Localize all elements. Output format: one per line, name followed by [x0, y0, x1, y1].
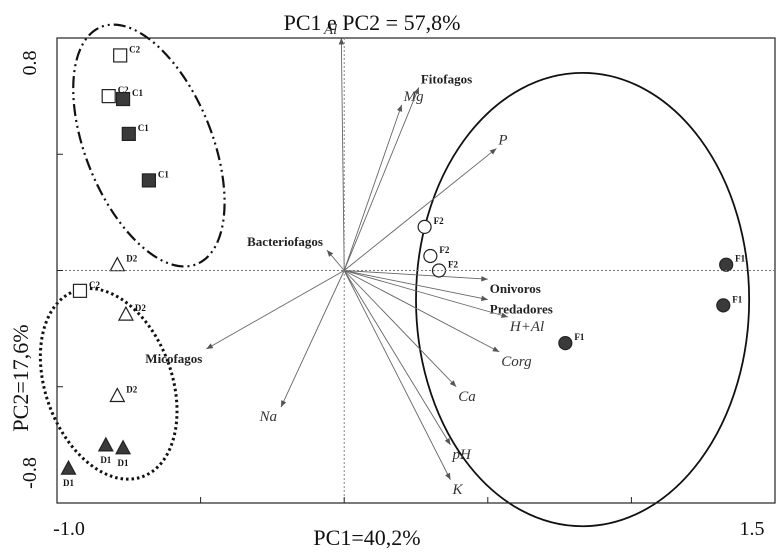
vector-label-mg: Mg [403, 89, 424, 105]
vector-label-bacteriofagos: Bacteriofagos [247, 234, 323, 249]
vector-arrow [344, 270, 488, 280]
vector-arrowhead [445, 472, 451, 480]
data-point-f2 [417, 219, 432, 235]
vector-label-na: Na [259, 409, 278, 425]
group-ellipse-1 [72, 23, 226, 268]
vector-arrowhead [500, 312, 508, 318]
vector-arrow [343, 104, 403, 271]
y-tick-marks [57, 37, 63, 504]
vector-arrow [343, 270, 500, 353]
vector-label-ph: pH [451, 447, 472, 463]
point-label: C2 [129, 44, 140, 54]
chart-title: PC1 e PC2 = 57,8% [284, 10, 461, 35]
vector-arrow [344, 270, 488, 301]
vector-arrowhead [481, 276, 488, 282]
vector-arrowhead [492, 346, 500, 352]
point-label: F2 [434, 216, 444, 226]
data-point-f1 [719, 257, 734, 272]
vector-label-p: P [497, 132, 507, 148]
vector-arrowhead [326, 250, 334, 257]
y-tick-label-max: 0.8 [19, 51, 41, 76]
point-label: C1 [158, 169, 169, 179]
data-point-c2 [101, 89, 116, 104]
vector-arrow [340, 37, 345, 271]
x-tick-label-max: 1.5 [740, 518, 765, 540]
data-point-d2 [109, 256, 126, 272]
vector-arrow [343, 87, 420, 271]
vector-arrow [206, 270, 345, 350]
vector-arrowhead [413, 87, 419, 95]
point-label: C2 [118, 85, 129, 95]
group-ellipse-3 [415, 71, 751, 528]
vector-label-corg: Corg [501, 354, 532, 370]
point-label: D1 [118, 458, 129, 468]
point-label: F1 [732, 294, 742, 304]
point-label: D1 [100, 455, 111, 465]
vector-arrowhead [396, 104, 403, 112]
data-point-c1 [115, 91, 131, 107]
point-label: F2 [439, 245, 449, 255]
vector-arrowhead [449, 380, 457, 387]
point-label: D2 [126, 254, 137, 264]
vector-label-onivoros: Onivoros [490, 281, 541, 296]
vector-arrowhead [338, 38, 345, 45]
data-point-d1 [60, 459, 77, 475]
data-point-c2 [113, 48, 128, 63]
vector-arrow [344, 270, 509, 318]
y-axis-label: PC2=17,6% [8, 324, 33, 431]
data-point-f2 [423, 248, 438, 264]
point-label: D2 [126, 384, 137, 394]
data-point-c2 [72, 283, 88, 298]
vector-arrow [280, 270, 345, 408]
data-point-c1 [141, 173, 157, 188]
data-point-d2 [109, 387, 126, 403]
vector-label-micofagos: Micofagos [145, 351, 202, 366]
x-tick-marks [56, 497, 776, 503]
vector-arrow [343, 270, 457, 388]
vector-arrowhead [281, 400, 287, 408]
vector-arrow [343, 270, 451, 480]
vector-label-h-al: H+Al [509, 319, 544, 335]
vector-label-ca: Ca [458, 389, 476, 405]
plot-frame [56, 37, 776, 504]
vector-label-k: K [451, 482, 463, 498]
point-label: C1 [138, 123, 149, 133]
x-axis-label: PC1=40,2% [313, 525, 420, 550]
vector-label-al: Al [323, 22, 337, 38]
vector-layer: Al Mg Fitofagos P Bacteriofagos Onivoros Preda… [145, 22, 553, 498]
vector-arrowhead [206, 343, 214, 349]
point-label: F1 [574, 332, 584, 342]
data-point-f1 [558, 336, 573, 351]
point-label: F2 [448, 260, 458, 270]
data-point-d1 [97, 436, 114, 452]
point-label: D1 [63, 478, 74, 488]
point-label: F1 [735, 254, 745, 264]
data-point-d2 [117, 305, 134, 321]
vector-arrowhead [489, 148, 497, 155]
vector-arrow [343, 270, 451, 446]
data-point-c1 [121, 126, 136, 142]
vector-arrow [343, 148, 497, 271]
x-tick-label-min: -1.0 [53, 518, 85, 540]
point-label: D2 [135, 303, 146, 313]
data-point-d1 [115, 439, 132, 455]
vector-label-fitofagos: Fitofagos [421, 71, 472, 86]
data-point-f1 [716, 298, 731, 313]
vector-arrowhead [444, 437, 451, 445]
vector-arrowhead [480, 295, 488, 301]
y-tick-label-min: -0.8 [19, 457, 41, 489]
vector-label-predadores: Predadores [490, 302, 553, 317]
point-label: C1 [132, 88, 143, 98]
point-label: C2 [89, 280, 100, 290]
